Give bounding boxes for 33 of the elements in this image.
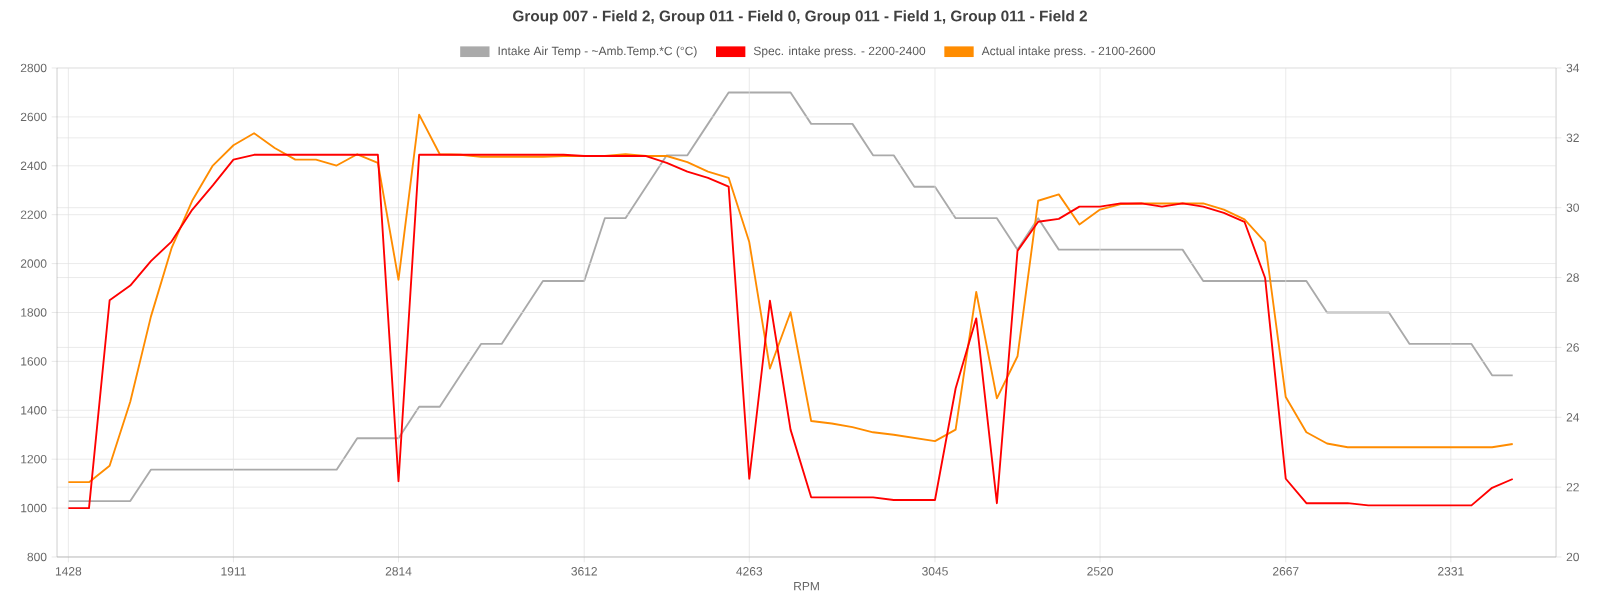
y2-tick-label: 28 — [1566, 273, 1579, 282]
y-tick-label: 2200 — [20, 210, 47, 219]
x-axis-title: RPM — [794, 582, 819, 591]
y2-tick-label: 26 — [1566, 343, 1579, 352]
y-tick-label: 2800 — [20, 63, 47, 73]
x-tick-label: 3612 — [571, 567, 597, 576]
x-tick-label: 1911 — [221, 567, 246, 576]
legend-label: Intake Air Temp - ~Amb.Temp.*C (°C) — [498, 46, 697, 58]
y-tick-label: 2600 — [20, 112, 47, 122]
legend-label: Actual intake press. - 2100-2600 — [981, 46, 1156, 58]
y2-tick-label: 24 — [1566, 413, 1580, 422]
y2-tick-label: 22 — [1566, 482, 1579, 492]
y-tick-label: 1400 — [21, 406, 47, 415]
y-tick-label: 2000 — [20, 259, 47, 268]
legend-label: Spec. intake press. - 2200-2400 — [753, 46, 926, 58]
x-tick-label: 4263 — [736, 567, 763, 576]
y-tick-label: 1600 — [21, 357, 47, 366]
y2-tick-label: 20 — [1566, 552, 1579, 562]
y-tick-label: 2400 — [20, 161, 47, 171]
chart-title: Group 007 - Field 2, Group 011 - Field 0, Group 011 - Field 1, Group 011 - Field 2 — [513, 10, 1087, 25]
y-tick-label: 1200 — [21, 454, 47, 464]
x-tick-label: 2667 — [1273, 567, 1299, 576]
x-tick-label: 2520 — [1087, 567, 1113, 576]
x-tick-label: 2814 — [385, 567, 412, 576]
y2-tick-label: 32 — [1566, 133, 1579, 143]
x-tick-label: 1428 — [55, 567, 82, 576]
x-tick-label: 3045 — [922, 567, 948, 576]
y2-tick-label: 30 — [1566, 203, 1579, 212]
y2-tick-label: 34 — [1566, 63, 1580, 73]
y-tick-label: 800 — [27, 552, 47, 562]
y-tick-label: 1800 — [21, 308, 47, 317]
y-tick-label: 1000 — [21, 503, 47, 513]
x-tick-label: 2331 — [1438, 567, 1464, 576]
